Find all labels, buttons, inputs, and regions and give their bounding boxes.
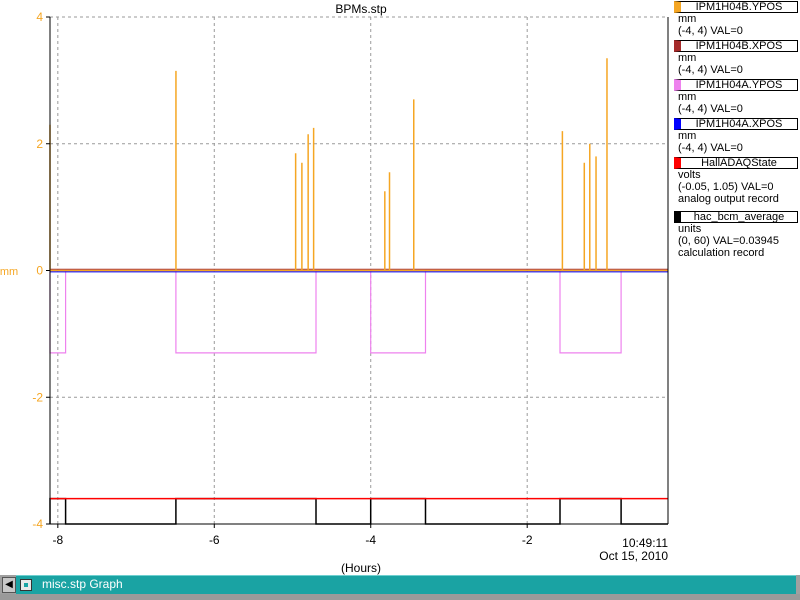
axes: 4 2 0 -2 -4 -8 -6 -4 -2 (32, 10, 669, 547)
taskbar: ◀ misc.stp Graph (0, 575, 800, 600)
taskbar-window-button[interactable]: misc.stp Graph (16, 575, 796, 594)
series-traces (49, 58, 668, 525)
legend-detail-line: (-4, 4) VAL=0 (678, 25, 743, 37)
legend-series-name: IPM1H04B.YPOS (674, 1, 798, 13)
x-tick-label: -2 (522, 533, 533, 547)
legend-series-name: IPM1H04A.XPOS (674, 118, 798, 130)
series-line-ipm1h04a-ypos (49, 269, 668, 354)
legend-series-name: IPM1H04B.XPOS (674, 40, 798, 52)
legend-entry: hac_bcm_average units (0, 60) VAL=0.03945 c… (670, 210, 800, 264)
legend-detail-line: volts (678, 169, 701, 181)
legend-series-name: HallADAQState (674, 157, 798, 169)
y-tick-label: -2 (32, 390, 43, 404)
series-line-hac-bcm-average (49, 497, 668, 525)
chart-title: BPMs.stp (335, 2, 387, 16)
current-date-label: Oct 15, 2010 (599, 549, 668, 563)
legend-detail-line: units (678, 223, 702, 235)
taskbar-scroll-left-button[interactable]: ◀ (2, 577, 16, 593)
window-icon (20, 579, 32, 591)
legend-entry: IPM1H04A.YPOS mm (-4, 4) VAL=0 (670, 78, 800, 117)
taskbar-window-label: misc.stp Graph (42, 577, 123, 591)
legend-detail-line: (-0.05, 1.05) VAL=0 (678, 181, 774, 193)
x-tick-label: -4 (365, 533, 376, 547)
legend-entry: IPM1H04B.XPOS mm (-4, 4) VAL=0 (670, 39, 800, 78)
x-axis-label: (Hours) (341, 561, 381, 575)
legend-entry: IPM1H04B.YPOS mm (-4, 4) VAL=0 (670, 0, 800, 39)
legend-series-name: hac_bcm_average (674, 211, 798, 223)
legend-detail-line: analog output record (678, 193, 779, 205)
legend-detail-line: (0, 60) VAL=0.03945 (678, 235, 780, 247)
legend-entry: IPM1H04A.XPOS mm (-4, 4) VAL=0 (670, 117, 800, 156)
y-tick-label: 2 (36, 137, 43, 151)
x-tick-label: -8 (52, 533, 63, 547)
legend-detail-line: mm (678, 91, 697, 103)
y-tick-label: 4 (36, 10, 43, 24)
y-tick-label: 0 (36, 264, 43, 278)
legend-entry: HallADAQState volts (-0.05, 1.05) VAL=0 ana… (670, 156, 800, 210)
legend-series-name: IPM1H04A.YPOS (674, 79, 798, 91)
legend-detail-line: (-4, 4) VAL=0 (678, 142, 743, 154)
legend-detail-line: (-4, 4) VAL=0 (678, 64, 743, 76)
y-tick-label: -4 (32, 517, 43, 531)
x-tick-label: -6 (209, 533, 220, 547)
legend-detail-line: mm (678, 130, 697, 142)
strip-chart: BPMs.stp mm (Hours) 10:49:11 Oct 15, 201… (0, 2, 669, 575)
legend: IPM1H04B.YPOS mm (-4, 4) VAL=0 IPM1H04B.XPO… (670, 0, 800, 264)
legend-detail-line: calculation record (678, 247, 765, 259)
current-time-label: 10:49:11 (622, 536, 668, 550)
y-axis-label: mm (0, 266, 18, 278)
legend-detail-line: mm (678, 52, 697, 64)
legend-detail-line: mm (678, 13, 697, 25)
legend-detail-line: (-4, 4) VAL=0 (678, 103, 743, 115)
taskbar-lower-strip (0, 594, 800, 600)
